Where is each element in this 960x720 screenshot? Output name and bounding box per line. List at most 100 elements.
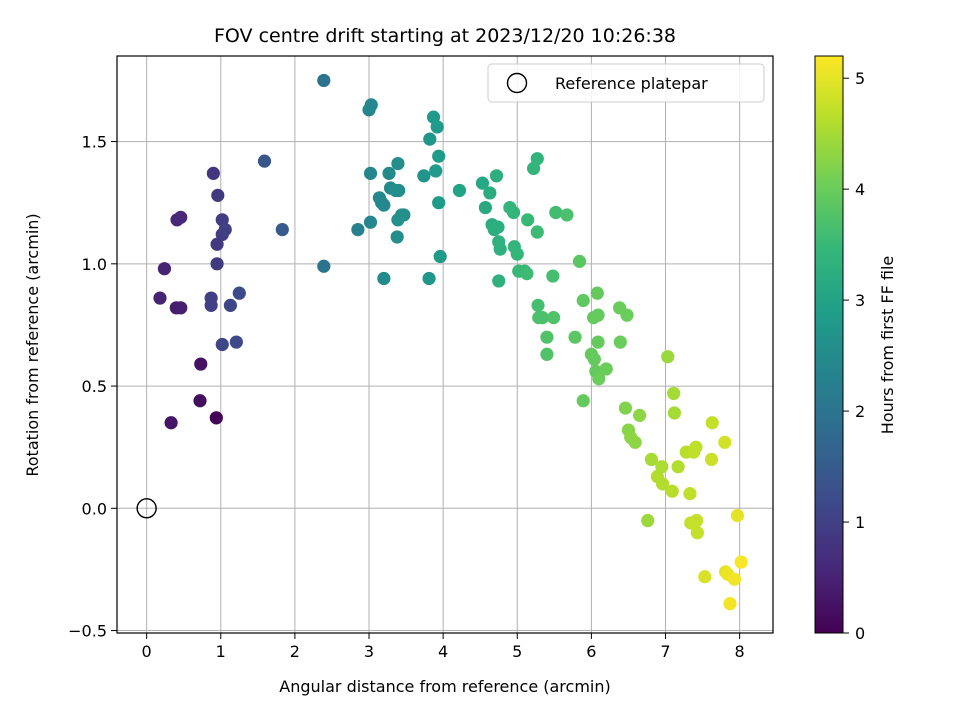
colorbar-tick-label: 2 [855, 402, 865, 421]
data-point [363, 166, 378, 180]
data-point [317, 259, 331, 273]
data-point [377, 198, 391, 212]
data-point [632, 408, 647, 423]
reference-marker-layer [136, 498, 157, 519]
data-point [655, 460, 669, 474]
data-point [576, 293, 590, 308]
data-point [727, 572, 742, 586]
data-point [540, 347, 554, 361]
data-point [206, 166, 220, 180]
data-point [546, 311, 561, 325]
data-point [730, 509, 745, 523]
data-point [665, 484, 679, 498]
y-tick-label: 1.5 [82, 133, 107, 152]
y-tick-label: 1.0 [82, 255, 107, 274]
data-point [641, 513, 655, 528]
colorbar-ticks: 0 1 2 3 4 5 [843, 69, 865, 643]
y-tick-label: 0.5 [82, 377, 107, 396]
x-axis-label: Angular distance from reference (arcmin) [279, 677, 610, 696]
data-point [422, 271, 436, 286]
data-point [690, 526, 704, 540]
data-point [587, 352, 601, 366]
x-tick-label: 1 [216, 642, 226, 661]
data-point [493, 242, 507, 256]
data-point [204, 298, 218, 312]
data-point [489, 169, 504, 183]
x-tick-label: 8 [735, 642, 745, 661]
data-point [689, 440, 703, 454]
y-tick-label: 0.0 [82, 499, 107, 518]
data-point [530, 152, 544, 166]
data-point [540, 330, 554, 344]
data-point [510, 247, 524, 261]
colorbar-tick-label: 5 [855, 69, 865, 88]
data-point [667, 386, 681, 400]
legend: Reference platepar [487, 63, 765, 103]
data-point [174, 301, 188, 315]
data-point [257, 154, 272, 168]
data-point [363, 215, 378, 229]
data-point [430, 120, 444, 134]
data-point [317, 73, 331, 88]
data-point [492, 274, 506, 288]
data-point [705, 416, 719, 430]
data-point [549, 205, 563, 220]
data-point [521, 213, 535, 227]
data-point [704, 452, 719, 467]
legend-reference-label: Reference platepar [555, 74, 708, 93]
data-point [535, 311, 550, 325]
data-point [620, 308, 634, 322]
data-point [417, 169, 431, 183]
data-point [193, 394, 207, 408]
data-point [591, 335, 605, 349]
data-point [452, 183, 467, 198]
data-point [153, 291, 167, 305]
data-point [223, 298, 238, 312]
data-point [215, 337, 229, 352]
data-point [483, 186, 497, 200]
data-point [698, 570, 712, 584]
data-point [546, 269, 560, 283]
data-point [531, 298, 545, 312]
legend-box [487, 63, 765, 103]
data-point [491, 220, 505, 234]
colorbar-label: Hours from first FF file [878, 256, 897, 435]
data-point [655, 477, 670, 491]
legend-reference-marker [506, 72, 528, 94]
data-point [218, 222, 232, 237]
x-tick-label: 6 [586, 642, 596, 661]
data-point [391, 156, 405, 171]
data-point [734, 555, 748, 569]
y-tick-label: −0.5 [68, 622, 107, 641]
data-point [671, 460, 685, 474]
data-point [599, 362, 613, 376]
chart-title: FOV centre drift starting at 2023/12/20 … [214, 25, 676, 47]
data-point [628, 435, 642, 449]
data-point [210, 237, 224, 251]
data-point [429, 164, 443, 178]
data-point [423, 132, 437, 146]
data-point [397, 208, 411, 222]
data-point [475, 176, 490, 190]
colorbar: 0 1 2 3 4 5 Hours from first FF file [814, 55, 897, 643]
data-point [690, 513, 704, 528]
data-point [351, 222, 365, 237]
y-axis-label: Rotation from reference (arcmin) [23, 213, 42, 476]
data-point [210, 257, 224, 271]
data-point [390, 230, 404, 244]
reference-platepar-marker [136, 498, 157, 519]
colorbar-tick-label: 0 [855, 624, 865, 643]
data-point [432, 196, 446, 210]
data-point [164, 416, 178, 430]
data-point [618, 401, 633, 415]
colorbar-gradient [814, 55, 844, 634]
x-tick-label: 7 [660, 642, 670, 661]
data-point [520, 266, 534, 281]
colorbar-tick-label: 1 [855, 513, 865, 532]
grid-lines [117, 56, 773, 633]
x-tick-label: 5 [512, 642, 522, 661]
data-point [194, 357, 208, 371]
x-tick-label: 3 [364, 642, 374, 661]
data-point [157, 262, 172, 276]
